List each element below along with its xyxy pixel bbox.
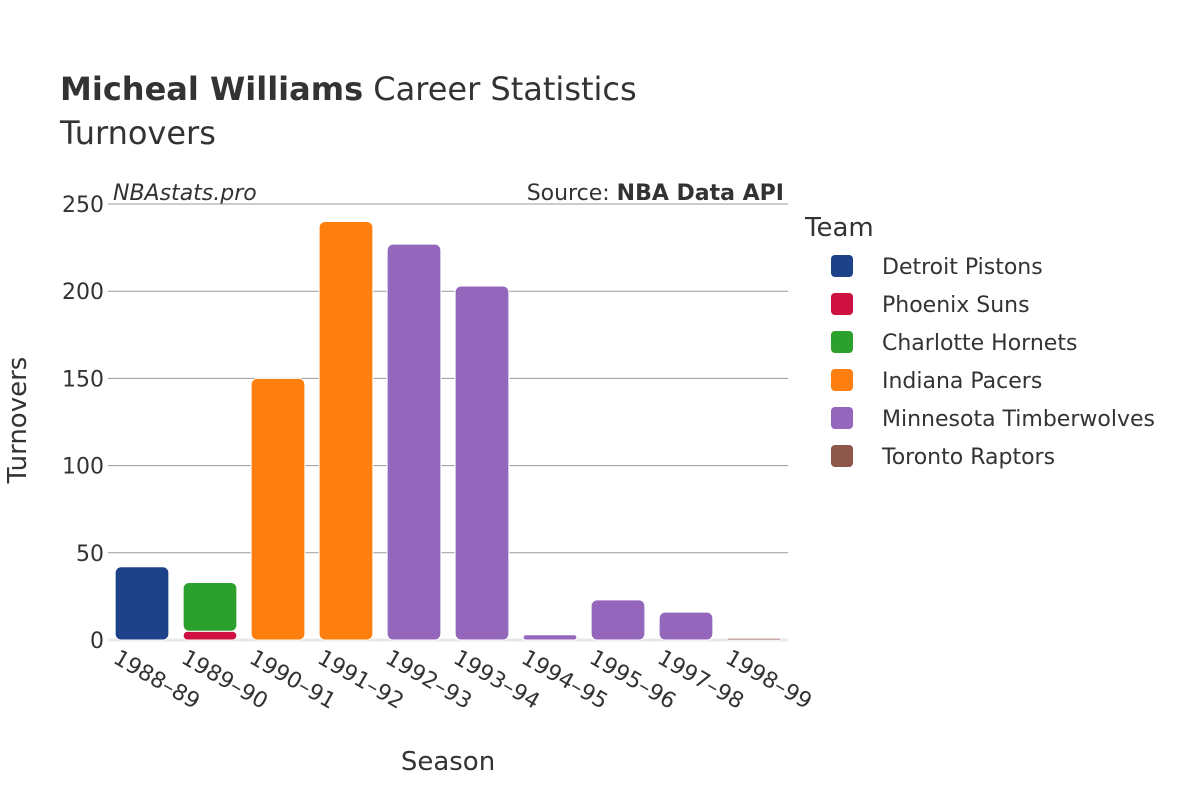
y-axis-ticks: 0 50 100 150 200 250 — [62, 193, 104, 654]
legend-swatch — [831, 331, 853, 353]
legend-item-label: Charlotte Hornets — [882, 331, 1077, 356]
y-tick-label: 50 — [76, 542, 104, 567]
bar-1995–96-minnesota-timberwolves — [590, 599, 646, 641]
bars — [114, 220, 782, 641]
chart-title: Micheal Williams Career Statistics — [60, 70, 637, 108]
y-axis-title: Turnovers — [3, 357, 33, 485]
bar-1988–89-detroit-pistons — [114, 566, 170, 641]
legend-swatch — [831, 293, 853, 315]
legend-item-label: Phoenix Suns — [882, 293, 1030, 318]
bar-1997–98-minnesota-timberwolves — [658, 611, 714, 641]
source-name: NBA Data API — [617, 181, 784, 206]
x-axis-title: Season — [401, 747, 495, 777]
bar-1991–92-indiana-pacers — [318, 220, 374, 641]
y-tick-label: 150 — [62, 367, 104, 392]
y-tick-label: 250 — [62, 193, 104, 218]
bar-1993–94-minnesota-timberwolves — [454, 285, 510, 641]
bar-1989–90-phoenix-suns — [182, 630, 238, 641]
bar-1989–90-charlotte-hornets — [182, 581, 238, 632]
legend: Team Detroit Pistons Phoenix Suns Charlott… — [804, 213, 1155, 470]
y-tick-label: 100 — [62, 455, 104, 480]
chart-subtitle: Turnovers — [59, 114, 216, 152]
bar-1992–93-minnesota-timberwolves — [386, 243, 442, 641]
y-tick-label: 0 — [90, 629, 104, 654]
player-name: Micheal Williams — [60, 70, 363, 108]
bar-1998–99-toronto-raptors — [726, 637, 782, 641]
legend-swatch — [831, 407, 853, 429]
y-tick-label: 200 — [62, 280, 104, 305]
title-rest: Career Statistics — [363, 70, 637, 108]
source-label: Source: NBA Data API — [527, 181, 784, 206]
legend-swatch — [831, 369, 853, 391]
bar-1994–95-minnesota-timberwolves — [522, 634, 578, 641]
legend-item-label: Indiana Pacers — [882, 369, 1042, 394]
legend-item-label: Minnesota Timberwolves — [882, 407, 1155, 432]
legend-swatch — [831, 445, 853, 467]
gridlines — [108, 203, 788, 642]
watermark: NBAstats.pro — [113, 181, 257, 206]
x-axis-ticks: 1988–891989–901990–911991–921992–931993–… — [109, 646, 816, 715]
bar-1990–91-indiana-pacers — [250, 377, 306, 641]
legend-title: Team — [804, 213, 874, 243]
legend-item-label: Toronto Raptors — [881, 445, 1055, 470]
legend-swatch — [831, 255, 853, 277]
legend-item-label: Detroit Pistons — [882, 255, 1043, 280]
source-prefix: Source: — [527, 181, 617, 206]
